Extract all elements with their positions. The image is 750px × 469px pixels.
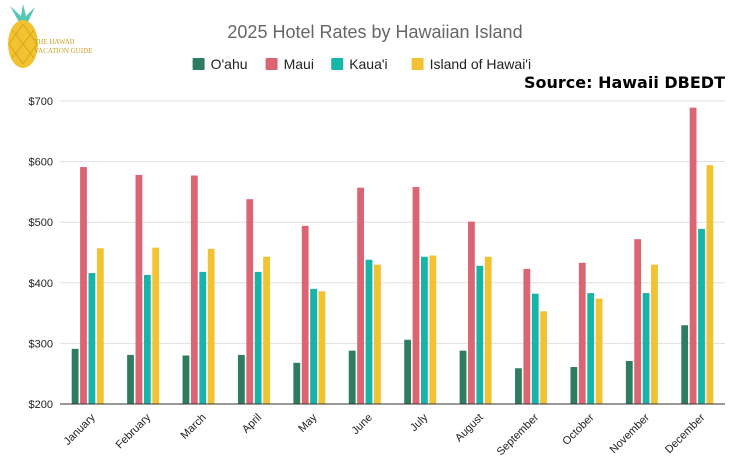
legend-label: O'ahu bbox=[211, 56, 248, 72]
bar-maui-august bbox=[468, 221, 475, 404]
bar-kaua-i-june bbox=[365, 259, 373, 404]
bar-island-of-hawai-i-september bbox=[540, 311, 548, 404]
bar-island-of-hawai-i-april bbox=[263, 256, 270, 404]
bar-island-of-hawai-i-february bbox=[152, 247, 160, 404]
x-tick-label: August bbox=[453, 412, 486, 445]
legend-swatch bbox=[265, 58, 278, 70]
legend-swatch bbox=[192, 58, 205, 70]
bar-kaua-i-september bbox=[531, 293, 539, 404]
bar-maui-january bbox=[80, 167, 87, 404]
bar-maui-april bbox=[246, 199, 254, 404]
bar-kaua-i-march bbox=[199, 271, 207, 404]
bar-maui-september bbox=[523, 268, 531, 404]
bar-island-of-hawai-i-january bbox=[96, 248, 104, 404]
grid-lines bbox=[60, 100, 725, 405]
bar-maui-march bbox=[190, 175, 198, 404]
bar-o-ahu-august bbox=[459, 350, 467, 404]
legend-label: Island of Hawai'i bbox=[430, 56, 531, 72]
legend-label: Maui bbox=[284, 56, 314, 72]
legend-label: Kaua'i bbox=[349, 56, 387, 72]
bars bbox=[71, 107, 714, 404]
bar-kaua-i-october bbox=[587, 293, 595, 404]
x-tick-label: December bbox=[663, 411, 708, 456]
x-tick-label: October bbox=[560, 411, 596, 447]
bar-maui-november bbox=[634, 239, 642, 404]
chart-legend: O'ahu Maui Kaua'i Island of Hawai'i bbox=[192, 56, 531, 72]
bar-kaua-i-july bbox=[421, 256, 428, 404]
x-tick-label: February bbox=[114, 411, 154, 451]
legend-swatch bbox=[331, 58, 344, 70]
bar-o-ahu-june bbox=[348, 350, 356, 404]
bar-o-ahu-april bbox=[237, 354, 245, 404]
bar-kaua-i-january bbox=[88, 273, 96, 404]
bar-maui-july bbox=[412, 187, 420, 404]
bar-island-of-hawai-i-june bbox=[373, 264, 381, 404]
bar-o-ahu-december bbox=[681, 325, 689, 404]
bar-maui-february bbox=[135, 174, 143, 404]
bar-maui-june bbox=[357, 187, 364, 404]
bar-island-of-hawai-i-march bbox=[207, 248, 215, 404]
pineapple-logo: THE HAWAII VACATION GUIDE bbox=[8, 4, 92, 68]
bar-o-ahu-february bbox=[127, 354, 134, 404]
bar-maui-october bbox=[578, 262, 586, 404]
x-tick-label: March bbox=[179, 412, 209, 442]
legend-swatch bbox=[411, 58, 424, 70]
bar-kaua-i-august bbox=[476, 265, 484, 404]
bar-o-ahu-october bbox=[570, 367, 578, 404]
y-axis: $200 $300 $400 $500 $600 $700 bbox=[29, 96, 53, 411]
y-tick-label: $600 bbox=[29, 157, 53, 169]
y-tick-label: $700 bbox=[29, 96, 53, 108]
x-axis: January February March April May June July Augu… bbox=[62, 411, 708, 458]
x-tick-label: January bbox=[62, 411, 99, 448]
x-tick-label: July bbox=[408, 411, 431, 434]
bar-o-ahu-january bbox=[71, 348, 79, 404]
x-tick-label: November bbox=[608, 411, 653, 456]
bar-maui-december bbox=[689, 107, 697, 404]
y-tick-label: $500 bbox=[29, 217, 53, 229]
bar-island-of-hawai-i-december bbox=[706, 165, 714, 404]
bar-o-ahu-march bbox=[182, 355, 190, 404]
bar-o-ahu-may bbox=[293, 362, 301, 404]
x-tick-label: May bbox=[296, 411, 320, 435]
x-tick-label: September bbox=[495, 411, 542, 458]
bar-island-of-hawai-i-may bbox=[318, 291, 326, 404]
x-tick-label: June bbox=[350, 412, 375, 437]
bar-island-of-hawai-i-july bbox=[429, 255, 437, 404]
bar-o-ahu-november bbox=[625, 360, 633, 404]
bar-o-ahu-september bbox=[515, 368, 522, 404]
bar-kaua-i-april bbox=[254, 271, 262, 404]
bar-kaua-i-november bbox=[642, 293, 650, 404]
source-label: Source: Hawaii DBEDT bbox=[524, 73, 725, 92]
bar-kaua-i-december bbox=[698, 228, 705, 404]
bar-o-ahu-july bbox=[404, 339, 412, 404]
bar-island-of-hawai-i-august bbox=[484, 256, 492, 404]
bar-island-of-hawai-i-october bbox=[595, 298, 603, 404]
bar-island-of-hawai-i-november bbox=[651, 264, 658, 404]
chart-title: 2025 Hotel Rates by Hawaiian Island bbox=[227, 22, 522, 42]
logo-line1: THE HAWAII bbox=[34, 38, 75, 46]
y-tick-label: $200 bbox=[29, 399, 53, 411]
bar-kaua-i-may bbox=[310, 288, 317, 404]
bar-maui-may bbox=[301, 225, 309, 404]
y-tick-label: $400 bbox=[29, 278, 53, 290]
y-tick-label: $300 bbox=[29, 338, 53, 350]
logo-line2: VACATION GUIDE bbox=[34, 47, 92, 55]
x-tick-label: April bbox=[240, 412, 264, 436]
bar-kaua-i-february bbox=[143, 274, 151, 404]
